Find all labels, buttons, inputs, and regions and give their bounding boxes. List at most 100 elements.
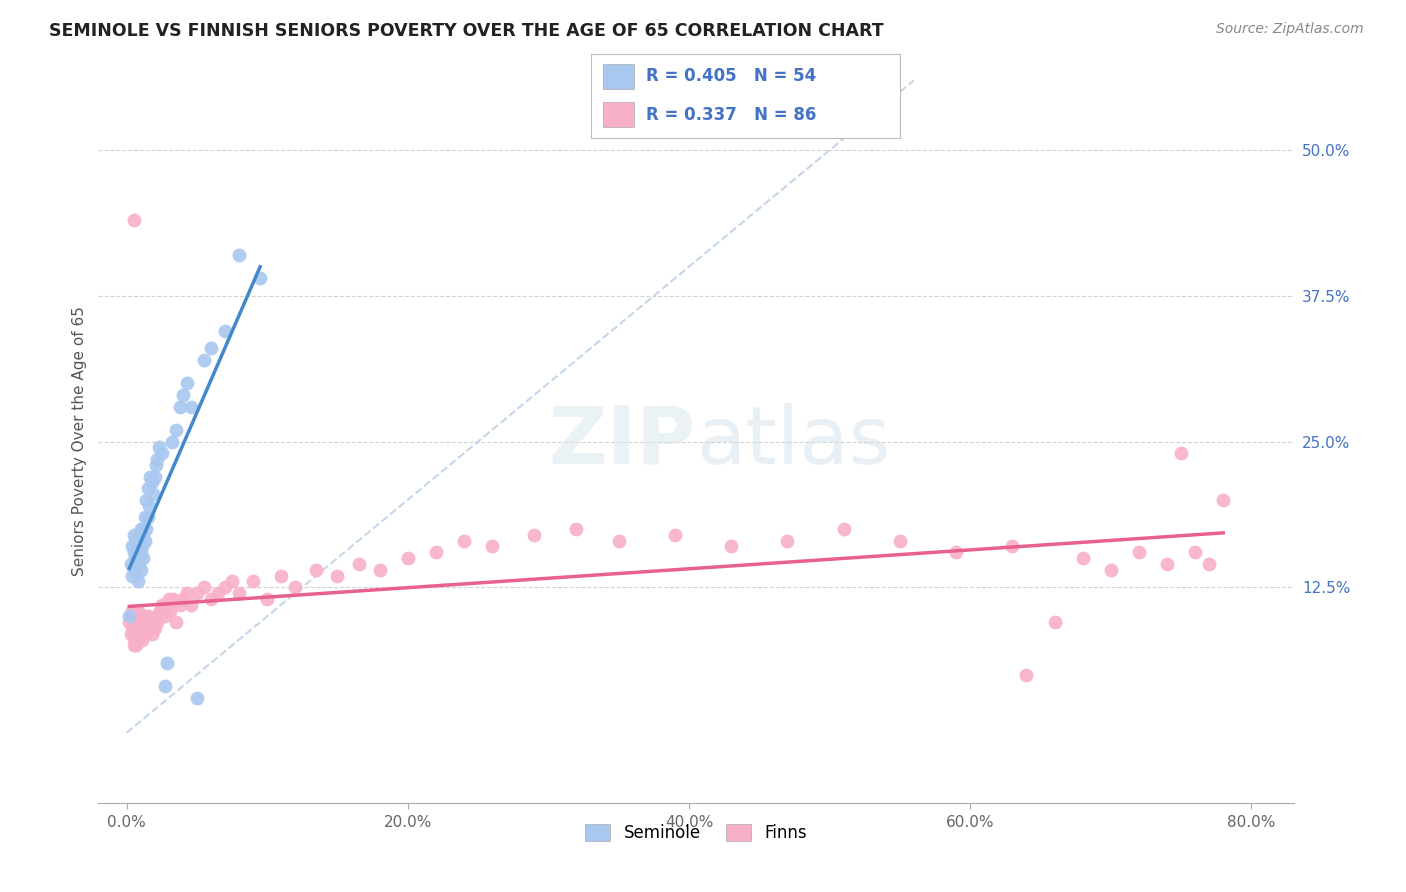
- Point: [142, 487, 165, 501]
- Point: [242, 574, 264, 589]
- Point: [122, 528, 145, 542]
- Point: [150, 446, 173, 460]
- Point: [122, 615, 145, 630]
- Point: [120, 557, 142, 571]
- Point: [1170, 446, 1192, 460]
- Point: [149, 603, 172, 617]
- Point: [127, 615, 149, 630]
- Point: [270, 568, 292, 582]
- Point: [118, 615, 141, 630]
- Point: [129, 545, 152, 559]
- Point: [156, 656, 179, 670]
- Point: [776, 533, 799, 548]
- Point: [156, 598, 179, 612]
- Text: ZIP: ZIP: [548, 402, 696, 481]
- Point: [134, 615, 156, 630]
- Point: [129, 615, 152, 630]
- Point: [136, 621, 159, 635]
- Point: [145, 609, 167, 624]
- Point: [186, 690, 208, 705]
- Point: [141, 627, 163, 641]
- Point: [832, 522, 855, 536]
- Point: [135, 492, 157, 507]
- Point: [889, 533, 911, 548]
- Point: [135, 522, 157, 536]
- Point: [148, 441, 170, 455]
- Point: [607, 533, 630, 548]
- Legend: Seminole, Finns: Seminole, Finns: [579, 817, 813, 848]
- Point: [122, 563, 145, 577]
- Point: [121, 603, 143, 617]
- FancyBboxPatch shape: [603, 102, 634, 128]
- Point: [172, 388, 194, 402]
- Point: [124, 563, 146, 577]
- Point: [1198, 557, 1220, 571]
- Point: [124, 632, 146, 647]
- Point: [180, 598, 202, 612]
- Point: [128, 632, 150, 647]
- Point: [122, 639, 145, 653]
- Point: [134, 533, 156, 548]
- Point: [121, 568, 143, 582]
- Point: [128, 557, 150, 571]
- Point: [1001, 540, 1024, 554]
- Point: [127, 574, 149, 589]
- Point: [523, 528, 546, 542]
- Point: [214, 324, 236, 338]
- Point: [124, 551, 146, 566]
- Point: [169, 598, 191, 612]
- Point: [124, 621, 146, 635]
- FancyBboxPatch shape: [603, 63, 634, 89]
- Point: [135, 609, 157, 624]
- Y-axis label: Seniors Poverty Over the Age of 65: Seniors Poverty Over the Age of 65: [72, 307, 87, 576]
- Point: [1156, 557, 1178, 571]
- Point: [368, 563, 391, 577]
- Point: [150, 598, 173, 612]
- Point: [138, 499, 160, 513]
- Point: [1071, 551, 1094, 566]
- Point: [157, 591, 180, 606]
- Point: [425, 545, 447, 559]
- Point: [132, 551, 155, 566]
- Point: [120, 627, 142, 641]
- Point: [118, 609, 141, 624]
- Point: [124, 533, 146, 548]
- Point: [176, 586, 198, 600]
- Point: [200, 341, 222, 355]
- Point: [145, 458, 167, 472]
- Point: [121, 540, 143, 554]
- Point: [136, 609, 159, 624]
- Text: Source: ZipAtlas.com: Source: ZipAtlas.com: [1216, 22, 1364, 37]
- Point: [193, 580, 215, 594]
- Point: [176, 376, 198, 391]
- Point: [228, 248, 250, 262]
- Point: [141, 475, 163, 490]
- Point: [284, 580, 307, 594]
- Point: [1099, 563, 1122, 577]
- Point: [146, 615, 169, 630]
- Point: [127, 603, 149, 617]
- Point: [138, 615, 160, 630]
- Text: SEMINOLE VS FINNISH SENIORS POVERTY OVER THE AGE OF 65 CORRELATION CHART: SEMINOLE VS FINNISH SENIORS POVERTY OVER…: [49, 22, 884, 40]
- Point: [132, 609, 155, 624]
- Point: [125, 627, 148, 641]
- Point: [134, 627, 156, 641]
- Point: [122, 545, 145, 559]
- Point: [142, 615, 165, 630]
- Point: [160, 434, 183, 449]
- Point: [146, 452, 169, 467]
- Point: [165, 615, 187, 630]
- Point: [396, 551, 419, 566]
- Point: [127, 533, 149, 548]
- Text: R = 0.405   N = 54: R = 0.405 N = 54: [647, 68, 817, 86]
- Point: [128, 528, 150, 542]
- Point: [664, 528, 686, 542]
- Text: R = 0.337   N = 86: R = 0.337 N = 86: [647, 105, 817, 123]
- Point: [1015, 667, 1038, 681]
- Point: [131, 522, 153, 536]
- Point: [143, 469, 166, 483]
- Point: [125, 639, 148, 653]
- Point: [122, 213, 145, 227]
- Point: [1043, 615, 1066, 630]
- Point: [129, 522, 152, 536]
